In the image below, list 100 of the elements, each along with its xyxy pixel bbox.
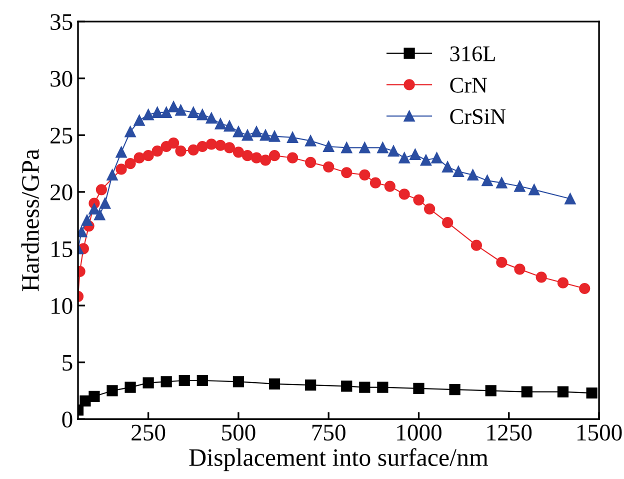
point (232, 376, 244, 388)
point (384, 180, 396, 192)
point (323, 140, 334, 152)
point (470, 240, 482, 251)
point (88, 390, 100, 402)
point (196, 109, 208, 120)
point (178, 374, 190, 386)
point (242, 150, 254, 162)
point (305, 135, 316, 146)
point (410, 148, 421, 160)
point (496, 177, 508, 188)
legend-label: 316L (450, 46, 495, 62)
y-tick-label: 25 (50, 128, 72, 144)
point (134, 114, 145, 126)
point (536, 272, 547, 283)
point (305, 379, 316, 391)
point (286, 152, 298, 164)
point (514, 264, 526, 275)
point (377, 142, 388, 154)
point (413, 382, 424, 394)
y-tick-label: 0 (62, 412, 72, 428)
point (142, 377, 154, 388)
x-tick-label: 500 (222, 424, 256, 441)
x-axis-title: Displacement into surface/nm (189, 448, 488, 472)
point (431, 152, 442, 164)
y-axis-title: Hardness/GPa (21, 149, 39, 292)
point (579, 282, 590, 294)
point (142, 150, 154, 162)
y-tick-label: 15 (52, 241, 72, 258)
point (286, 132, 298, 143)
point (424, 203, 436, 215)
x-tick-label: 1250 (487, 424, 532, 441)
point (268, 130, 280, 142)
point (196, 374, 208, 386)
y-tick-label: 10 (52, 298, 72, 314)
point (359, 382, 370, 393)
point (88, 203, 100, 215)
point (398, 152, 410, 164)
point (442, 217, 454, 228)
point (250, 152, 262, 164)
point (142, 109, 154, 120)
point (452, 166, 464, 178)
point (124, 382, 136, 393)
y-tick-label: 30 (50, 70, 72, 87)
point (81, 214, 93, 226)
point (96, 184, 107, 196)
point (564, 193, 576, 204)
point (124, 158, 136, 170)
point (99, 198, 111, 209)
point (442, 161, 454, 173)
point (224, 120, 235, 132)
point (196, 140, 208, 152)
legend-label: CrN (450, 78, 488, 93)
point (152, 106, 163, 118)
x-tick-label: 1500 (578, 424, 622, 441)
point (260, 154, 272, 166)
point (124, 126, 136, 138)
point (420, 154, 432, 166)
legend-label: CrSiN (450, 109, 506, 124)
point (514, 180, 526, 192)
point (323, 161, 334, 173)
point (188, 106, 199, 118)
point (214, 140, 226, 151)
point (175, 145, 186, 157)
point (268, 378, 280, 390)
point (250, 126, 262, 138)
point (260, 130, 272, 141)
point (341, 380, 352, 392)
point (398, 188, 410, 200)
point (482, 175, 493, 186)
point (586, 387, 598, 399)
point (449, 384, 460, 396)
point (134, 152, 145, 164)
x-tick-label: 750 (312, 424, 346, 441)
y-tick-label: 20 (50, 184, 72, 200)
point (232, 146, 244, 158)
point (359, 169, 370, 180)
point (188, 144, 199, 156)
point (341, 142, 352, 154)
point (206, 112, 217, 124)
point (175, 104, 186, 116)
point (106, 169, 118, 180)
point (359, 142, 370, 154)
point (521, 386, 532, 398)
point (370, 177, 382, 188)
point (377, 382, 388, 393)
point (214, 118, 226, 130)
point (305, 156, 316, 168)
point (557, 386, 569, 398)
point (388, 145, 400, 157)
y-tick-label: 35 (50, 14, 72, 30)
point (557, 277, 569, 288)
point (467, 169, 478, 180)
point (496, 256, 508, 268)
point (160, 376, 172, 388)
point (268, 150, 280, 162)
point (485, 385, 496, 396)
point (160, 106, 172, 118)
point (94, 209, 106, 220)
point (168, 101, 180, 112)
